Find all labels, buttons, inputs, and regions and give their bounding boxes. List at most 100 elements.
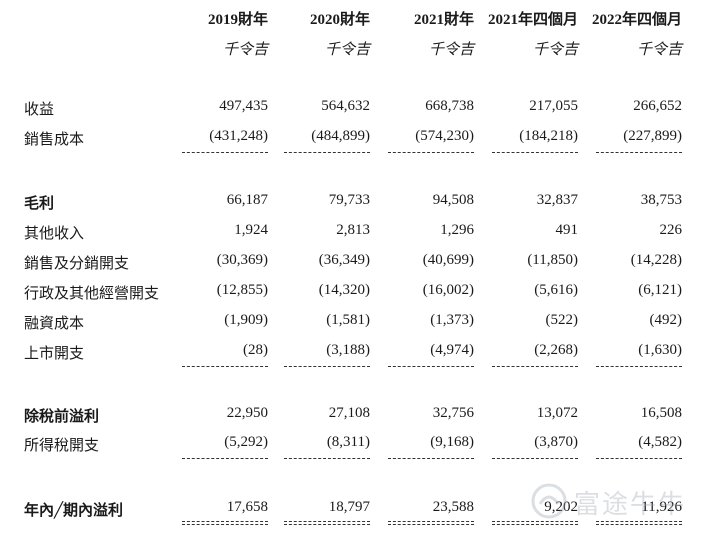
table-row-admin-expenses: 行政及其他經營開支 (12,855) (14,320) (16,002) (5,… <box>0 282 710 304</box>
cell-value: 94,508 <box>432 192 474 208</box>
row-label: 收益 <box>24 102 55 118</box>
total-double-underline <box>388 521 474 525</box>
subtotal-underline <box>284 152 370 153</box>
subtotal-underline <box>182 458 268 459</box>
cell-value: (9,168) <box>430 434 474 450</box>
cell-value: (36,349) <box>318 252 370 268</box>
table-row-revenue: 收益 497,435 564,632 668,738 217,055 266,6… <box>0 98 710 120</box>
total-double-underline <box>492 521 578 525</box>
table-row-gross-profit: 毛利 66,187 79,733 94,508 32,837 38,753 <box>0 192 710 214</box>
cell-value: (484,899) <box>311 128 370 144</box>
cell-value: (184,218) <box>519 128 578 144</box>
cell-value: (3,870) <box>534 434 578 450</box>
table-row-selling-distribution: 銷售及分銷開支 (30,369) (36,349) (40,699) (11,8… <box>0 252 710 274</box>
cell-value: (5,292) <box>224 434 268 450</box>
cell-value: (431,248) <box>209 128 268 144</box>
row-label: 所得稅開支 <box>24 438 100 454</box>
table-row-profit-for-period: 年內╱期內溢利 17,658 18,797 23,588 9,202 11,92… <box>0 499 710 521</box>
cell-value: (40,699) <box>422 252 474 268</box>
col-header-2021: 2021財年 <box>413 12 474 28</box>
col-header-2020: 2020財年 <box>309 12 370 28</box>
unit-label: 千令吉 <box>222 42 268 58</box>
futu-logo-icon <box>531 483 567 519</box>
watermark: 富途牛牛 <box>530 482 710 522</box>
watermark-text: 富途牛牛 <box>574 490 687 520</box>
total-double-underline <box>284 521 370 525</box>
cell-value: (28) <box>243 342 268 358</box>
cell-value: 23,588 <box>432 499 474 515</box>
row-label: 銷售成本 <box>24 132 85 148</box>
unit-label: 千令吉 <box>636 42 682 58</box>
col-header-2019: 2019財年 <box>207 12 268 28</box>
subtotal-underline <box>182 152 268 153</box>
cell-value: (14,228) <box>630 252 682 268</box>
subtotal-underline <box>388 458 474 459</box>
total-double-underline <box>596 521 682 525</box>
subtotal-underline <box>388 152 474 153</box>
cell-value: (30,369) <box>216 252 268 268</box>
subtotal-underline <box>182 366 268 367</box>
cell-value: 22,950 <box>226 405 268 421</box>
col-header-2021-4m: 2021年四個月 <box>487 12 578 28</box>
cell-value: (11,850) <box>527 252 578 268</box>
subtotal-underline <box>284 366 370 367</box>
cell-value: 13,072 <box>536 405 578 421</box>
cell-value: (492) <box>649 312 683 328</box>
cell-value: 217,055 <box>529 98 578 114</box>
cell-value: (12,855) <box>216 282 268 298</box>
cell-value: (14,320) <box>318 282 370 298</box>
row-label: 毛利 <box>24 196 55 212</box>
row-label: 上市開支 <box>24 346 85 362</box>
cell-value: (1,581) <box>326 312 370 328</box>
cell-value: (1,373) <box>430 312 474 328</box>
cell-value: 668,738 <box>425 98 474 114</box>
total-double-underline <box>182 521 268 525</box>
cell-value: 79,733 <box>328 192 370 208</box>
cell-value: 32,756 <box>432 405 474 421</box>
cell-value: (4,974) <box>430 342 474 358</box>
cell-value: 564,632 <box>321 98 370 114</box>
table-row-listing-expenses: 上市開支 (28) (3,188) (4,974) (2,268) (1,630… <box>0 342 710 364</box>
cell-value: (1,630) <box>638 342 682 358</box>
table-row-cost-of-sales: 銷售成本 (431,248) (484,899) (574,230) (184,… <box>0 128 710 150</box>
subtotal-underline <box>596 152 682 153</box>
row-label: 銷售及分銷開支 <box>24 256 130 272</box>
cell-value: 1,924 <box>234 222 268 238</box>
subtotal-underline <box>492 152 578 153</box>
row-label: 行政及其他經營開支 <box>24 286 160 302</box>
table-row-income-tax: 所得稅開支 (5,292) (8,311) (9,168) (3,870) (4… <box>0 434 710 456</box>
cell-value: (4,582) <box>638 434 682 450</box>
cell-value: 32,837 <box>536 192 578 208</box>
cell-value: 497,435 <box>219 98 268 114</box>
unit-label: 千令吉 <box>532 42 578 58</box>
cell-value: (2,268) <box>534 342 578 358</box>
row-label: 融資成本 <box>24 316 85 332</box>
cell-value: (16,002) <box>422 282 474 298</box>
table-row-other-income: 其他收入 1,924 2,813 1,296 491 226 <box>0 222 710 244</box>
cell-value: (574,230) <box>415 128 474 144</box>
col-header-2022-4m: 2022年四個月 <box>591 12 682 28</box>
subtotal-underline <box>492 458 578 459</box>
cell-value: (227,899) <box>623 128 682 144</box>
unit-label: 千令吉 <box>324 42 370 58</box>
cell-value: 226 <box>659 222 683 238</box>
subtotal-underline <box>388 366 474 367</box>
cell-value: 38,753 <box>640 192 682 208</box>
subtotal-underline <box>596 458 682 459</box>
cell-value: 66,187 <box>226 192 268 208</box>
cell-value: 18,797 <box>328 499 370 515</box>
subtotal-underline <box>492 366 578 367</box>
cell-value: (8,311) <box>326 434 370 450</box>
cell-value: 1,296 <box>440 222 474 238</box>
cell-value: 2,813 <box>336 222 370 238</box>
table-row-profit-before-tax: 除稅前溢利 22,950 27,108 32,756 13,072 16,508 <box>0 405 710 427</box>
cell-value: (5,616) <box>534 282 578 298</box>
cell-value: 17,658 <box>226 499 268 515</box>
row-label: 除稅前溢利 <box>24 409 100 425</box>
cell-value: (3,188) <box>326 342 370 358</box>
cell-value: 16,508 <box>640 405 682 421</box>
subtotal-underline <box>596 366 682 367</box>
cell-value: (1,909) <box>224 312 268 328</box>
table-row-finance-costs: 融資成本 (1,909) (1,581) (1,373) (522) (492) <box>0 312 710 334</box>
cell-value: 9,202 <box>544 499 578 515</box>
